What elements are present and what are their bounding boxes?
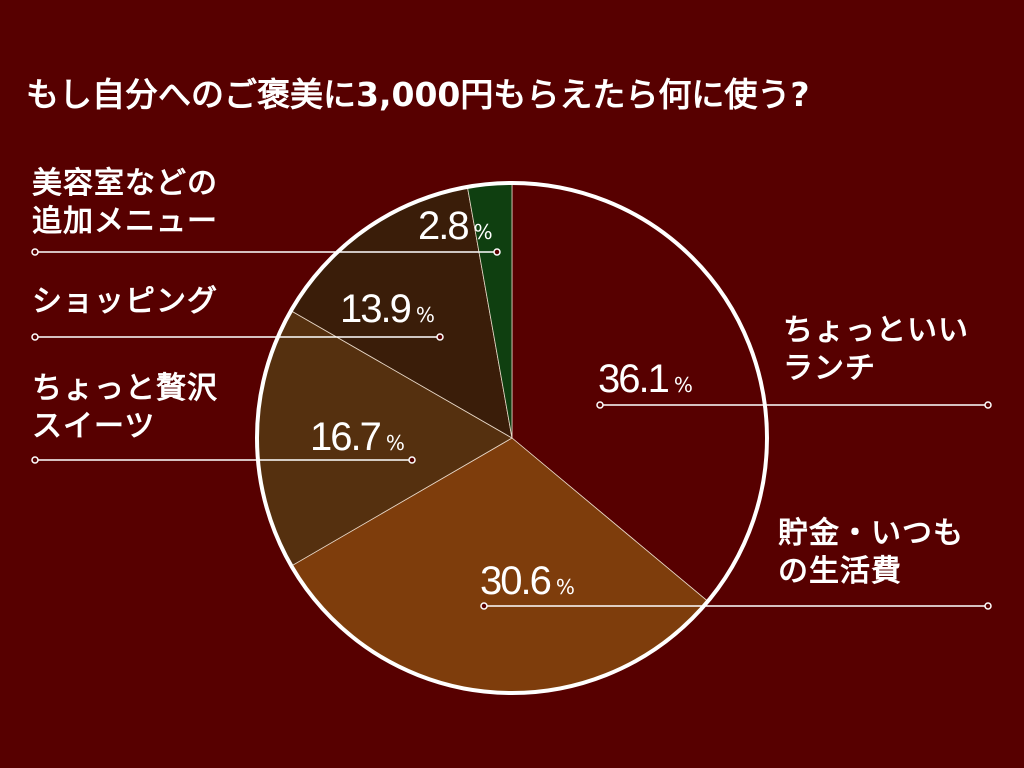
- leader-dot: [31, 333, 39, 341]
- category-label: 美容室などの追加メニュー: [32, 166, 218, 239]
- leader-dot: [984, 401, 992, 409]
- category-label: ショッピング: [32, 284, 218, 319]
- leader-dot: [493, 248, 501, 256]
- pie-outline: [255, 181, 769, 695]
- category-label: ちょっといいランチ: [783, 313, 969, 386]
- leader-dot: [480, 602, 488, 610]
- value-label: 36.1: [598, 357, 669, 401]
- value-unit: %: [474, 220, 493, 244]
- category-label: ちょっと贅沢スイーツ: [32, 371, 218, 444]
- value-unit: %: [386, 431, 405, 455]
- leader-dot: [436, 333, 444, 341]
- leader-dot: [596, 401, 604, 409]
- chart-title: もし自分へのご褒美に3,000円もらえたら何に使う?: [26, 75, 810, 114]
- value-unit: %: [556, 575, 575, 599]
- leader-dot: [31, 248, 39, 256]
- value-label: 30.6: [480, 559, 551, 603]
- leader-dot: [408, 456, 416, 464]
- value-unit: %: [416, 303, 435, 327]
- category-label: 貯金・いつもの生活費: [778, 516, 964, 589]
- value-label: 13.9: [340, 287, 411, 331]
- value-label: 16.7: [310, 415, 381, 459]
- value-label: 2.8: [418, 204, 468, 248]
- leader-dot: [984, 602, 992, 610]
- value-unit: %: [674, 373, 693, 397]
- leader-dot: [31, 456, 39, 464]
